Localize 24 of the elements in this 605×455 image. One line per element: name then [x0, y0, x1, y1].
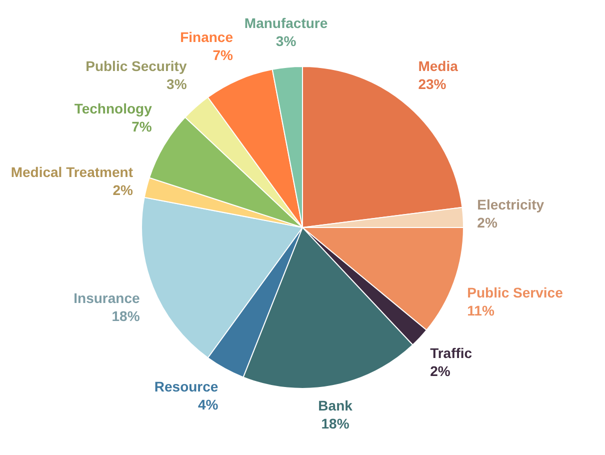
slice-label: Finance: [180, 28, 234, 45]
slice-label: Insurance: [74, 290, 140, 306]
slice-label: Manufacture: [244, 15, 328, 32]
slice-label: Electricity: [477, 196, 544, 212]
slice-label: Public Service: [467, 284, 564, 301]
slice-label: Bank: [318, 397, 353, 414]
data-label: 4%: [198, 396, 219, 413]
data-label: 7%: [132, 118, 152, 134]
data-label: 7%: [212, 46, 234, 63]
data-label: 2%: [477, 214, 498, 230]
slice-label: Media: [418, 58, 458, 74]
slice-label: Medical Treatment: [10, 164, 134, 180]
slice-label: Public Security: [86, 58, 187, 74]
data-label: 3%: [276, 33, 297, 50]
slice-label: Technology: [74, 100, 152, 116]
data-label: 2%: [112, 182, 134, 198]
data-label: 18%: [321, 415, 350, 432]
slice-label: Resource: [154, 378, 218, 395]
data-label: 3%: [166, 76, 188, 92]
data-label: 23%: [418, 76, 447, 92]
data-label: 18%: [112, 308, 140, 324]
data-label: 11%: [467, 302, 495, 319]
slice-label: Traffic: [430, 345, 472, 362]
data-label: 2%: [430, 363, 451, 380]
